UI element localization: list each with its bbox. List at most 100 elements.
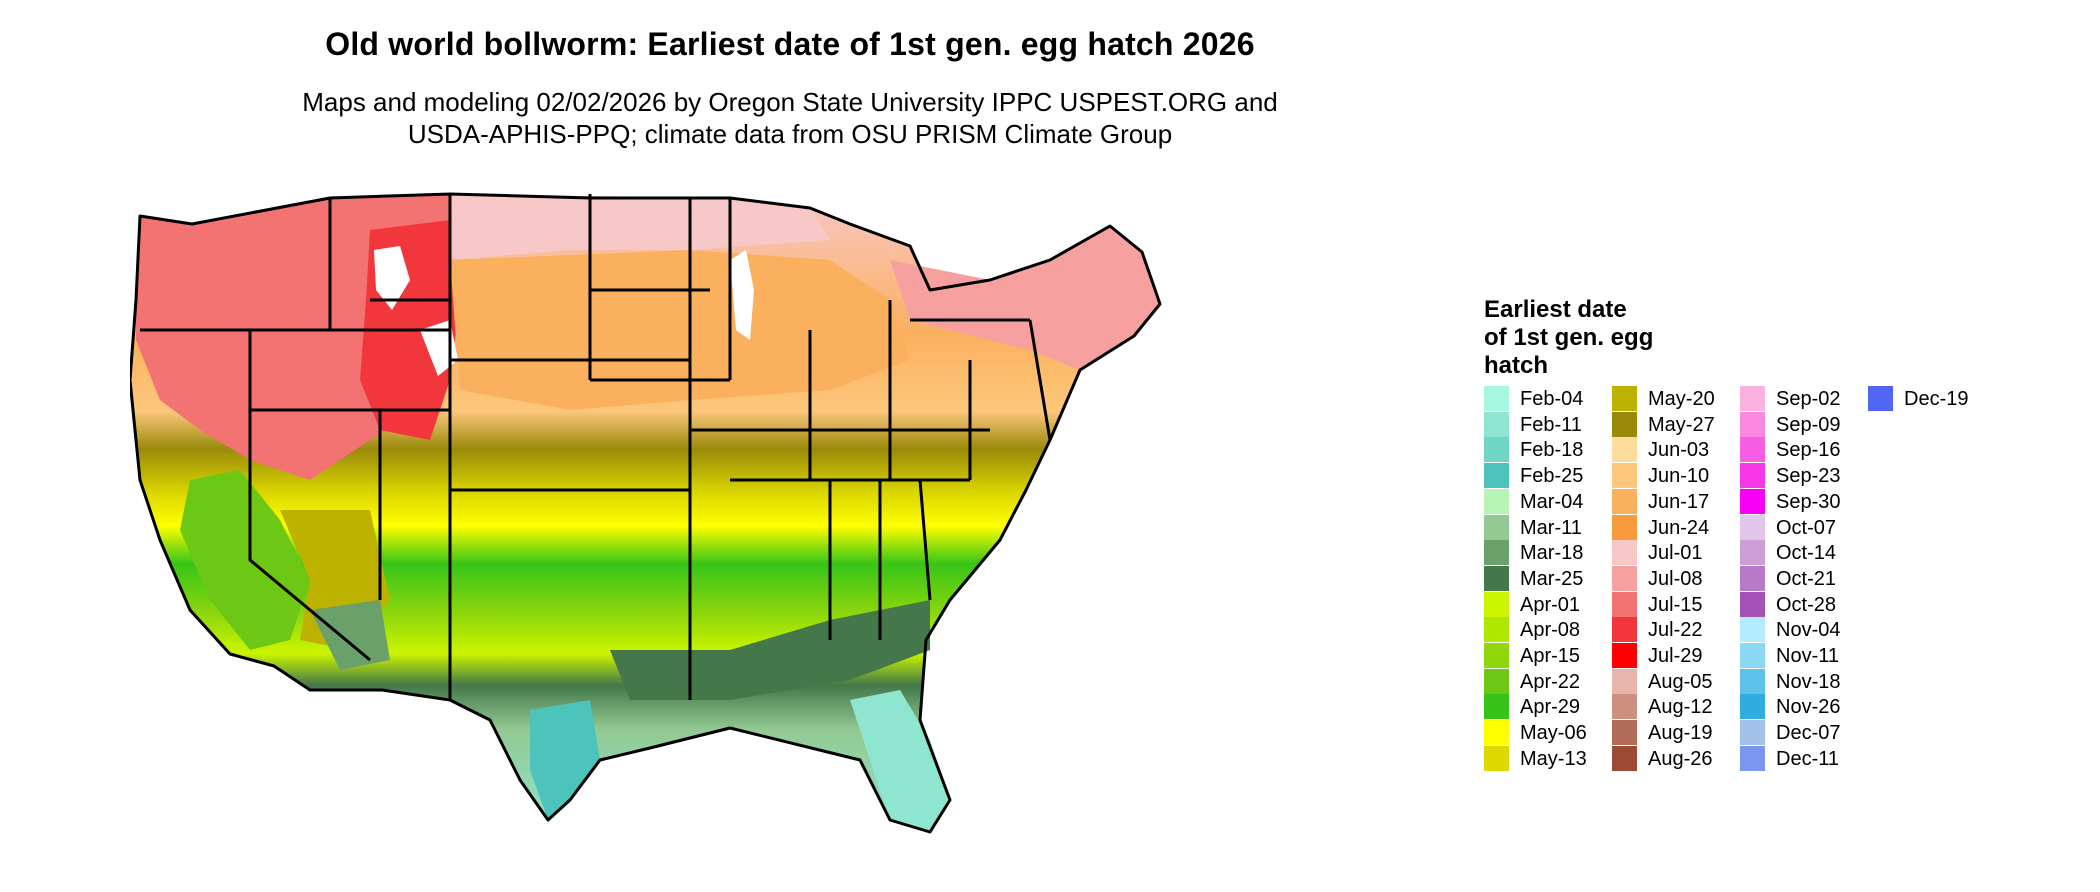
legend-label: Jul-22: [1648, 619, 1703, 642]
legend-label: Sep-30: [1776, 490, 1841, 513]
legend-item: Apr-08: [1484, 617, 1614, 643]
map-title: Old world bollworm: Earliest date of 1st…: [325, 26, 1255, 62]
legend-swatch: [1484, 386, 1509, 411]
legend-item: Jun-03: [1612, 437, 1742, 463]
legend-item: Apr-22: [1484, 668, 1614, 695]
legend-swatch: [1868, 386, 1893, 411]
legend-item: Mar-04: [1484, 488, 1614, 515]
south-texas-teal: [530, 700, 600, 820]
legend-item: Feb-11: [1484, 411, 1614, 438]
legend-item: Sep-30: [1740, 488, 1870, 515]
legend-label: Feb-11: [1520, 413, 1582, 436]
legend-item: Feb-18: [1484, 437, 1614, 463]
legend-label: Jun-10: [1648, 465, 1710, 488]
legend-swatch: [1484, 591, 1509, 617]
legend-label: Jul-29: [1648, 645, 1703, 667]
legend-item: Sep-02: [1740, 386, 1870, 412]
legend-swatch: [1484, 617, 1509, 643]
legend-item: Feb-25: [1484, 463, 1614, 489]
legend-item: Sep-23: [1740, 463, 1870, 489]
boundary-lines: [140, 194, 1052, 700]
legend-swatch: [1484, 488, 1509, 514]
legend-item: Jul-22: [1612, 617, 1742, 643]
legend-label: Apr-01: [1520, 593, 1581, 616]
legend-swatch: [1740, 591, 1765, 617]
legend-swatch: [1612, 617, 1637, 643]
legend-label: Apr-22: [1520, 670, 1581, 693]
legend-swatch: [1740, 617, 1765, 643]
legend-label: Nov-04: [1776, 619, 1841, 642]
legend-swatch: [1612, 720, 1637, 746]
legend-item: Aug-26: [1612, 745, 1742, 772]
legend-swatch: [1484, 540, 1509, 566]
legend-item: Jun-17: [1612, 488, 1742, 515]
legend-swatch: [1740, 565, 1765, 591]
legend-swatch: [1612, 745, 1637, 771]
legend-swatch: [1484, 463, 1509, 489]
legend-swatch: [1740, 745, 1765, 771]
legend-swatch: [1740, 540, 1765, 566]
legend-label: Apr-08: [1520, 619, 1581, 642]
legend-label: Mar-25: [1520, 567, 1584, 590]
florida-teal: [850, 690, 950, 832]
arizona-green: [310, 600, 390, 670]
legend-item: Jun-24: [1612, 514, 1742, 541]
legend-item: Mar-11: [1484, 514, 1614, 541]
legend-swatch: [1612, 514, 1637, 540]
legend-item: Dec-11: [1740, 745, 1870, 772]
legend-label: Aug-05: [1648, 670, 1713, 693]
legend-label: Sep-23: [1776, 465, 1841, 488]
white-peaks-region: [374, 246, 410, 310]
legend-swatch: [1484, 745, 1509, 771]
legend-item: Feb-04: [1484, 386, 1614, 412]
legend-item: Jun-10: [1612, 463, 1742, 489]
legend-swatch: [1612, 643, 1637, 668]
legend-swatch: [1484, 643, 1509, 668]
legend-item: Sep-09: [1740, 411, 1870, 438]
legend-item: Apr-15: [1484, 643, 1614, 669]
legend-label: Mar-18: [1520, 542, 1584, 565]
central-orange: [450, 250, 910, 410]
lake-michigan: [730, 250, 754, 340]
legend-label: May-06: [1520, 722, 1587, 745]
legend-label: Mar-11: [1520, 516, 1582, 539]
legend-swatch: [1484, 668, 1509, 694]
northern-plains-pink: [450, 194, 830, 260]
us-egg-hatch-map: [130, 192, 1162, 834]
california-green: [180, 470, 310, 650]
legend-swatch: [1484, 565, 1509, 591]
legend-label: Aug-26: [1648, 747, 1713, 770]
legend-label: Sep-02: [1776, 388, 1841, 410]
legend-label: Oct-07: [1776, 516, 1837, 539]
legend-swatch: [1612, 591, 1637, 617]
legend-item: Oct-07: [1740, 514, 1870, 541]
legend-item: Oct-14: [1740, 540, 1870, 566]
legend-swatch: [1740, 411, 1765, 437]
legend-swatch: [1612, 386, 1637, 411]
legend-swatch: [1740, 643, 1765, 668]
legend-item: Oct-28: [1740, 591, 1870, 618]
legend-label: Jul-01: [1648, 542, 1703, 565]
legend-label: Nov-11: [1776, 645, 1839, 667]
legend-swatch: [1612, 437, 1637, 463]
map-subtitle: Maps and modeling 02/02/2026 by Oregon S…: [0, 86, 1580, 150]
legend-label: Jul-08: [1648, 567, 1703, 590]
legend-item: Jul-01: [1612, 540, 1742, 566]
legend-item: Aug-12: [1612, 694, 1742, 720]
legend-label: Nov-18: [1776, 670, 1841, 693]
legend-label: May-27: [1648, 413, 1715, 436]
legend-item: May-13: [1484, 745, 1614, 772]
legend-swatch: [1612, 411, 1637, 437]
legend-label: Apr-29: [1520, 696, 1581, 719]
legend-item: Mar-25: [1484, 565, 1614, 592]
legend-swatch: [1612, 463, 1637, 489]
legend-swatch: [1740, 668, 1765, 694]
legend-swatch: [1740, 514, 1765, 540]
legend-title-line-1: Earliest date: [1484, 296, 1627, 323]
legend-swatch: [1484, 437, 1509, 463]
legend-label: Jun-24: [1648, 516, 1710, 539]
legend-label: May-13: [1520, 747, 1587, 770]
legend-swatch: [1484, 720, 1509, 746]
northeast-pink: [890, 226, 1160, 370]
legend-swatch: [1740, 463, 1765, 489]
